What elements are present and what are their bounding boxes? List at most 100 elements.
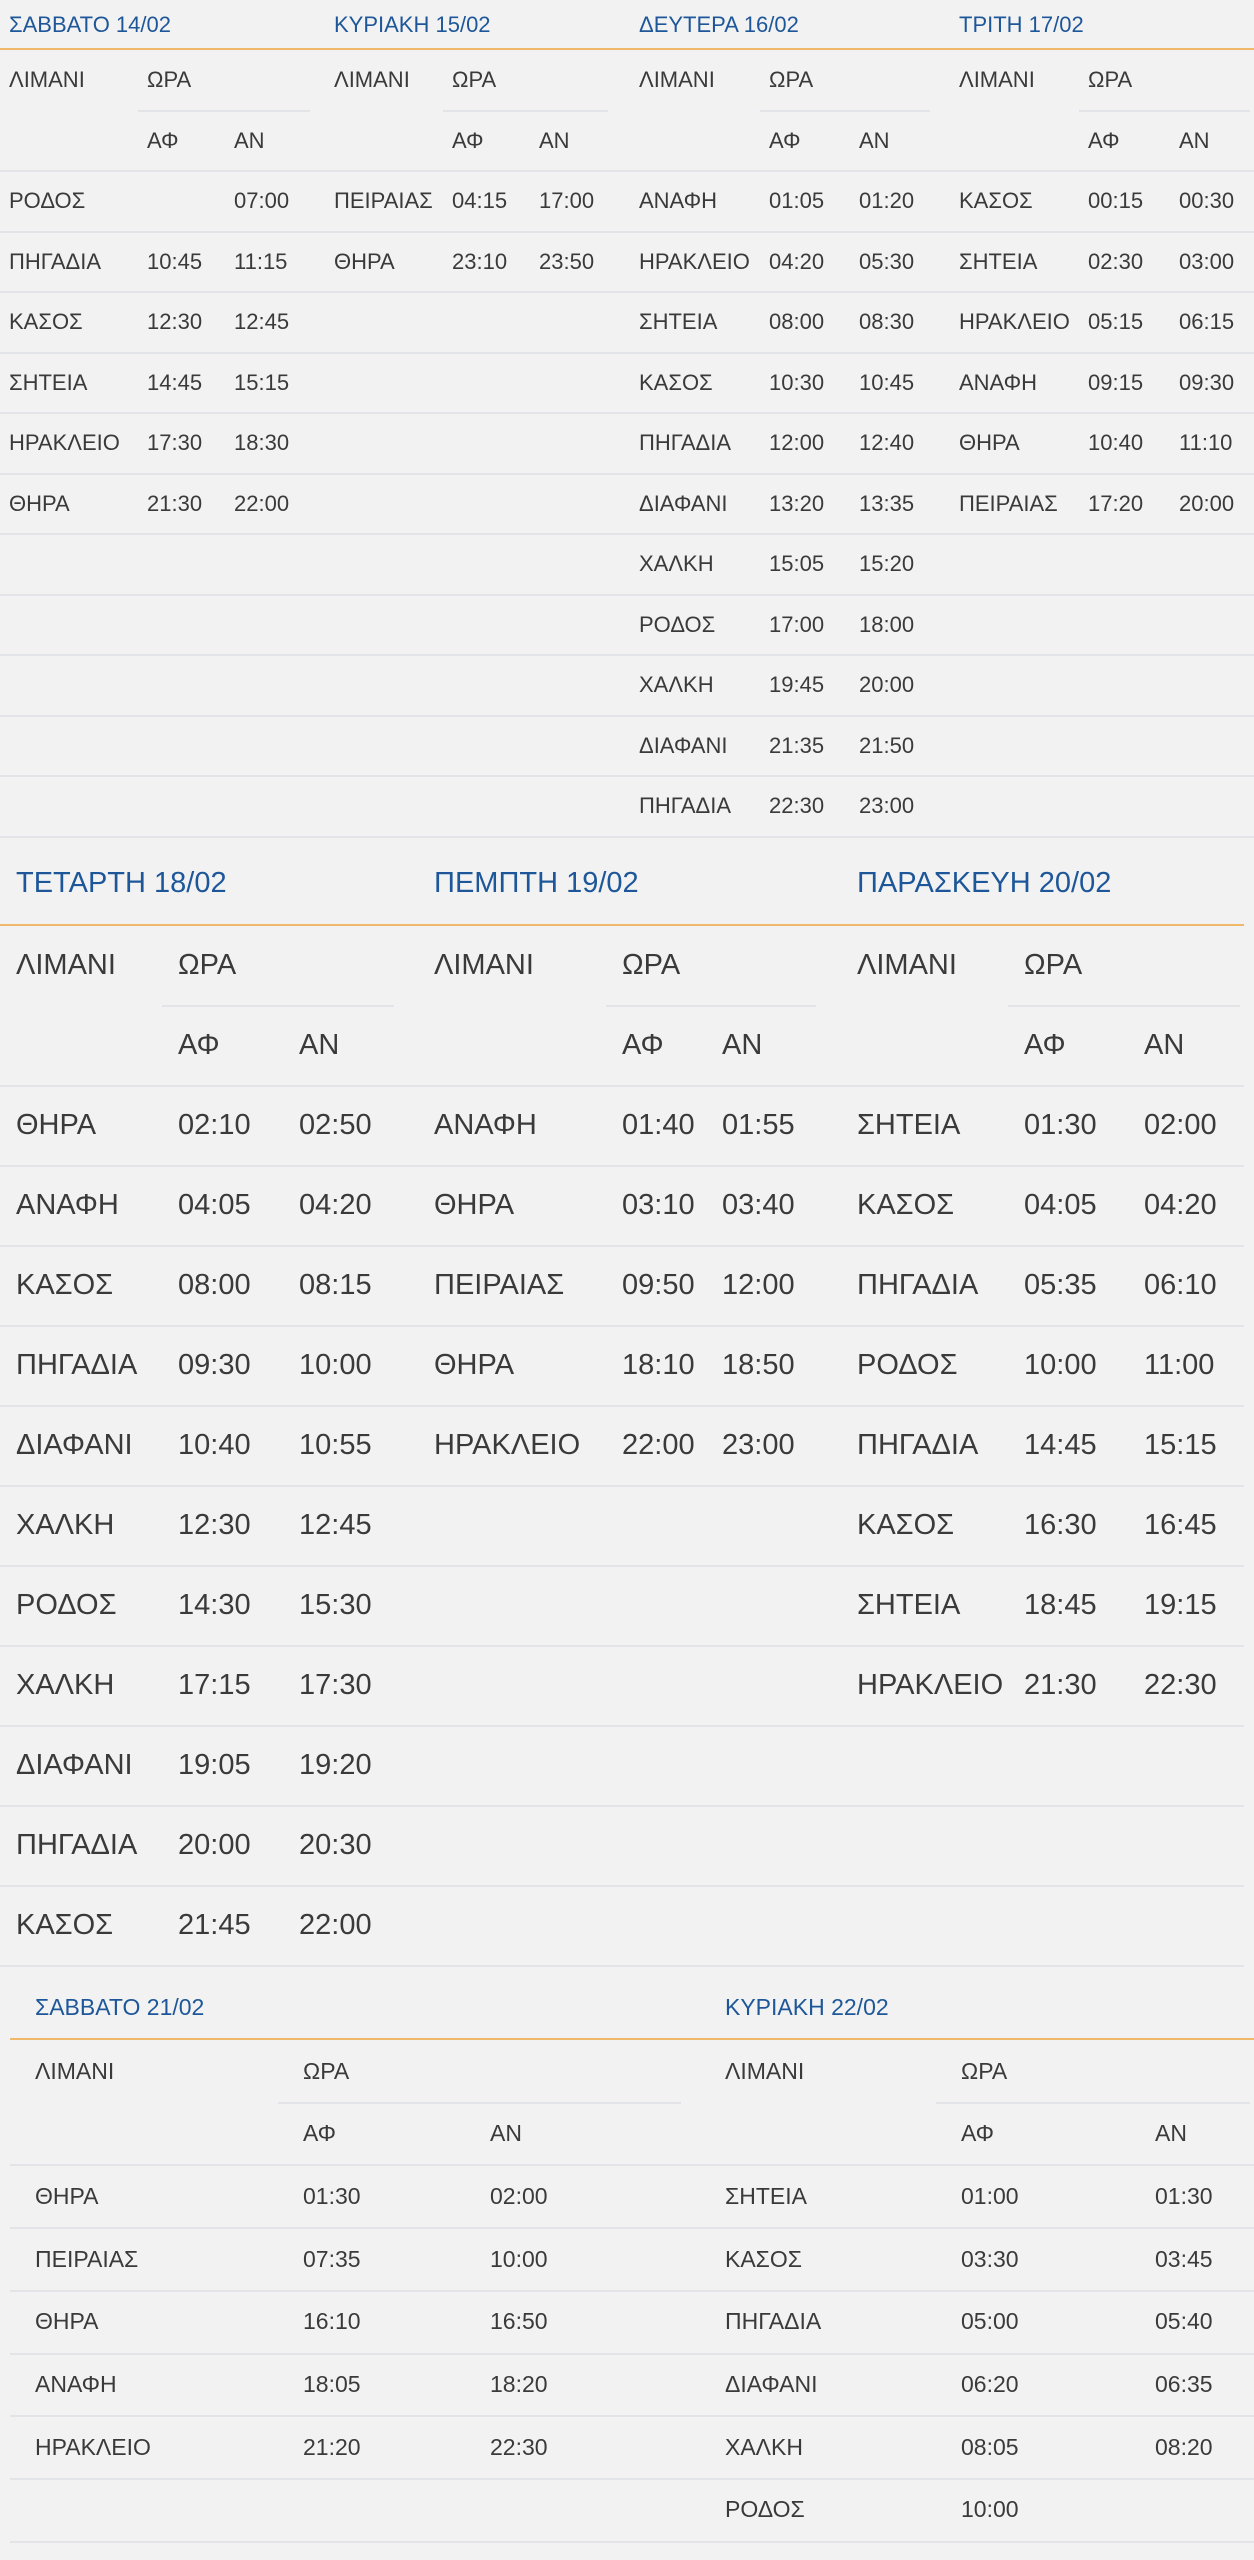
- arrival-time: 17:30: [147, 430, 203, 456]
- day-column: ΔΕΥΤΕΡΑ 16/02 ΛΙΜΑΝΙ ΩΡΑ ΑΦ ΑΝ ΑΝΑΦΗ 01:05 01:2…: [613, 0, 934, 837]
- port-name: ΗΡΑΚΛΕΙΟ: [434, 1428, 581, 1461]
- departure-time: 15:15: [234, 369, 290, 395]
- departure-time: 04:20: [1144, 1188, 1217, 1221]
- port-name: ΚΑΣΟΣ: [725, 2245, 803, 2272]
- departure-time: 10:45: [859, 369, 915, 395]
- time-header-underline: [1008, 1005, 1240, 1007]
- time-header: ΩΡΑ: [769, 67, 814, 93]
- arrival-time: 17:00: [769, 611, 825, 637]
- port-name: ΠΗΓΑΔΙΑ: [857, 1268, 979, 1301]
- arrival-time: 14:45: [147, 369, 203, 395]
- port-header: ΛΙΜΑΝΙ: [959, 67, 1035, 93]
- time-header: ΩΡΑ: [303, 2057, 350, 2084]
- row-separator: [0, 1725, 1244, 1727]
- arrival-time: 04:20: [769, 248, 825, 274]
- port-name: ΠΗΓΑΔΙΑ: [9, 248, 102, 274]
- departure-time: 00:30: [1179, 188, 1235, 214]
- departure-time: 02:50: [299, 1108, 372, 1141]
- departure-time: 15:20: [859, 551, 915, 577]
- arrival-time: 08:00: [178, 1268, 251, 1301]
- departure-time: 08:20: [1155, 2433, 1213, 2460]
- day-section: ΣΑΒΒΑΤΟ 14/02 ΛΙΜΑΝΙ ΩΡΑ ΑΦ ΑΝ ΡΟΔΟΣ 07:00 ΠΗΓΑ…: [0, 0, 1254, 838]
- departure-header: ΑΝ: [490, 2120, 522, 2147]
- row-separator: [0, 230, 1254, 233]
- arrival-time: 12:00: [769, 430, 825, 456]
- arrival-header: ΑΦ: [769, 127, 801, 153]
- arrival-header: ΑΦ: [1024, 1028, 1066, 1061]
- arrival-header: ΑΦ: [303, 2120, 337, 2147]
- arrival-time: 23:10: [452, 248, 508, 274]
- departure-time: 22:30: [490, 2433, 548, 2460]
- port-name: ΘΗΡΑ: [35, 2308, 99, 2335]
- departure-time: 01:30: [1155, 2182, 1213, 2209]
- arrival-time: 04:05: [1024, 1188, 1097, 1221]
- port-name: ΚΑΣΟΣ: [959, 188, 1033, 214]
- port-name: ΔΙΑΦΑΝΙ: [725, 2371, 818, 2398]
- port-name: ΡΟΔΟΣ: [639, 611, 716, 637]
- port-name: ΑΝΑΦΗ: [434, 1108, 537, 1141]
- departure-time: 07:00: [234, 188, 290, 214]
- port-name: ΣΗΤΕΙΑ: [639, 309, 718, 335]
- arrival-time: 10:40: [178, 1428, 251, 1461]
- day-title: ΤΡΙΤΗ 17/02: [959, 11, 1084, 37]
- departure-time: 20:30: [299, 1828, 372, 1861]
- row-separator: [10, 2164, 1254, 2167]
- row-separator: [0, 1245, 1244, 1247]
- departure-time: 22:00: [299, 1908, 372, 1941]
- arrival-time: 03:10: [622, 1188, 695, 1221]
- arrival-time: 05:00: [961, 2308, 1019, 2335]
- arrival-time: 17:20: [1088, 490, 1144, 516]
- port-name: ΔΙΑΦΑΝΙ: [639, 732, 728, 758]
- day-title: ΚΥΡΙΑΚΗ 15/02: [334, 11, 491, 37]
- arrival-time: 21:45: [178, 1908, 251, 1941]
- departure-time: 02:00: [1144, 1108, 1217, 1141]
- departure-header: ΑΝ: [1155, 2120, 1187, 2147]
- departure-time: 19:20: [299, 1748, 372, 1781]
- arrival-time: 10:40: [1088, 430, 1144, 456]
- arrival-time: 17:15: [178, 1668, 251, 1701]
- port-name: ΘΗΡΑ: [434, 1188, 515, 1221]
- arrival-time: 19:05: [178, 1748, 251, 1781]
- departure-time: 18:50: [722, 1348, 795, 1381]
- day-column: ΚΥΡΙΑΚΗ 22/02 ΛΙΜΑΝΙ ΩΡΑ ΑΦ ΑΝ ΣΗΤΕΙΑ 01:00 01:…: [685, 1975, 1254, 2542]
- departure-time: 10:00: [490, 2245, 548, 2272]
- arrival-time: 04:05: [178, 1188, 251, 1221]
- day-section: ΤΕΤΑΡΤΗ 18/02 ΛΙΜΑΝΙ ΩΡΑ ΑΦ ΑΝ ΘΗΡΑ 02:10 02:50…: [0, 843, 1254, 1967]
- departure-time: 06:15: [1179, 309, 1235, 335]
- row-separator: [0, 714, 1254, 717]
- arrival-time: 21:30: [1024, 1668, 1097, 1701]
- arrival-time: 01:30: [1024, 1108, 1097, 1141]
- time-header: ΩΡΑ: [147, 67, 192, 93]
- row-separator: [0, 412, 1254, 414]
- arrival-time: 04:15: [452, 188, 508, 214]
- port-name: ΑΝΑΦΗ: [959, 369, 1038, 395]
- departure-header: ΑΝ: [1179, 127, 1210, 153]
- port-name: ΘΗΡΑ: [434, 1348, 515, 1381]
- arrival-time: 08:05: [961, 2433, 1019, 2460]
- day-title: ΔΕΥΤΕΡΑ 16/02: [639, 11, 799, 37]
- port-name: ΠΗΓΑΔΙΑ: [639, 430, 732, 456]
- port-header: ΛΙΜΑΝΙ: [725, 2057, 805, 2084]
- departure-header: ΑΝ: [722, 1028, 763, 1061]
- departure-time: 20:00: [859, 672, 915, 698]
- port-name: ΘΗΡΑ: [959, 430, 1020, 456]
- port-name: ΔΙΑΦΑΝΙ: [16, 1428, 133, 1461]
- row-separator: [10, 2289, 1254, 2292]
- arrival-time: 10:00: [961, 2496, 1019, 2523]
- departure-time: 16:45: [1144, 1508, 1217, 1541]
- departure-time: 15:15: [1144, 1428, 1217, 1461]
- arrival-time: 05:15: [1088, 309, 1144, 335]
- day-column: ΠΑΡΑΣΚΕΥΗ 20/02 ΛΙΜΑΝΙ ΩΡΑ ΑΦ ΑΝ ΣΗΤΕΙΑ 01:30 0…: [824, 843, 1244, 1966]
- departure-time: 03:45: [1155, 2245, 1213, 2272]
- arrival-time: 01:05: [769, 188, 825, 214]
- row-separator: [0, 472, 1254, 475]
- port-name: ΑΝΑΦΗ: [639, 188, 718, 214]
- day-title: ΣΑΒΒΑΤΟ 21/02: [35, 1993, 205, 2020]
- time-header-underline: [443, 109, 608, 112]
- day-column: ΠΕΜΠΤΗ 19/02 ΛΙΜΑΝΙ ΩΡΑ ΑΦ ΑΝ ΑΝΑΦΗ 01:40 01:55…: [402, 843, 820, 1966]
- port-name: ΡΟΔΟΣ: [16, 1588, 117, 1621]
- row-separator: [0, 654, 1254, 656]
- time-header-underline: [606, 1005, 816, 1007]
- title-rule: [0, 924, 1244, 926]
- arrival-time: 09:50: [622, 1268, 695, 1301]
